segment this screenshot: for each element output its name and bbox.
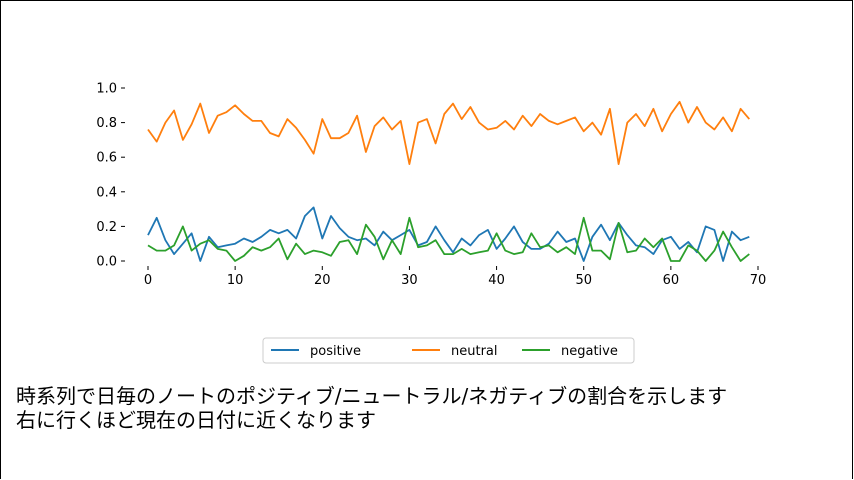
x-tick-label: 0 — [144, 273, 152, 288]
x-tick-label: 20 — [314, 273, 331, 288]
y-tick-label: 0.2 — [96, 220, 117, 235]
legend-label-neutral: neutral — [451, 344, 498, 359]
y-axis: 0.0 0.2 0.4 0.6 0.8 1.0 — [96, 82, 125, 270]
plot-lines — [147, 100, 750, 262]
x-tick-label: 60 — [663, 273, 680, 288]
caption-line-2: 右に行くほど現在の日付に近くなります — [16, 408, 376, 432]
legend-label-positive: positive — [310, 344, 361, 359]
y-tick-label: 1.0 — [96, 82, 117, 97]
x-tick-label: 30 — [401, 273, 418, 288]
y-tick-label: 0.6 — [96, 151, 117, 166]
series-line-negative — [147, 216, 750, 262]
y-tick-label: 0.4 — [96, 185, 117, 200]
x-tick-label: 70 — [750, 273, 767, 288]
x-axis: 0 10 20 30 40 50 60 70 — [144, 266, 766, 288]
description-caption: 時系列で日毎のノートのポジティブ/ニュートラル/ネガティブの割合を示します 右に… — [16, 384, 846, 432]
x-tick-label: 10 — [227, 273, 244, 288]
series-line-positive — [147, 206, 750, 262]
series-line-neutral — [147, 100, 750, 166]
y-tick-label: 0.8 — [96, 116, 117, 131]
x-tick-label: 40 — [488, 273, 505, 288]
y-tick-label: 0.0 — [96, 255, 117, 270]
legend: positive neutral negative — [262, 337, 635, 364]
caption-line-1: 時系列で日毎のノートのポジティブ/ニュートラル/ネガティブの割合を示します — [16, 384, 728, 408]
legend-box — [262, 337, 635, 364]
line-chart: 0.0 0.2 0.4 0.6 0.8 1.0 0 10 20 30 40 50 60 70 posit… — [96, 82, 766, 364]
x-tick-label: 50 — [575, 273, 592, 288]
legend-label-negative: negative — [561, 344, 618, 359]
